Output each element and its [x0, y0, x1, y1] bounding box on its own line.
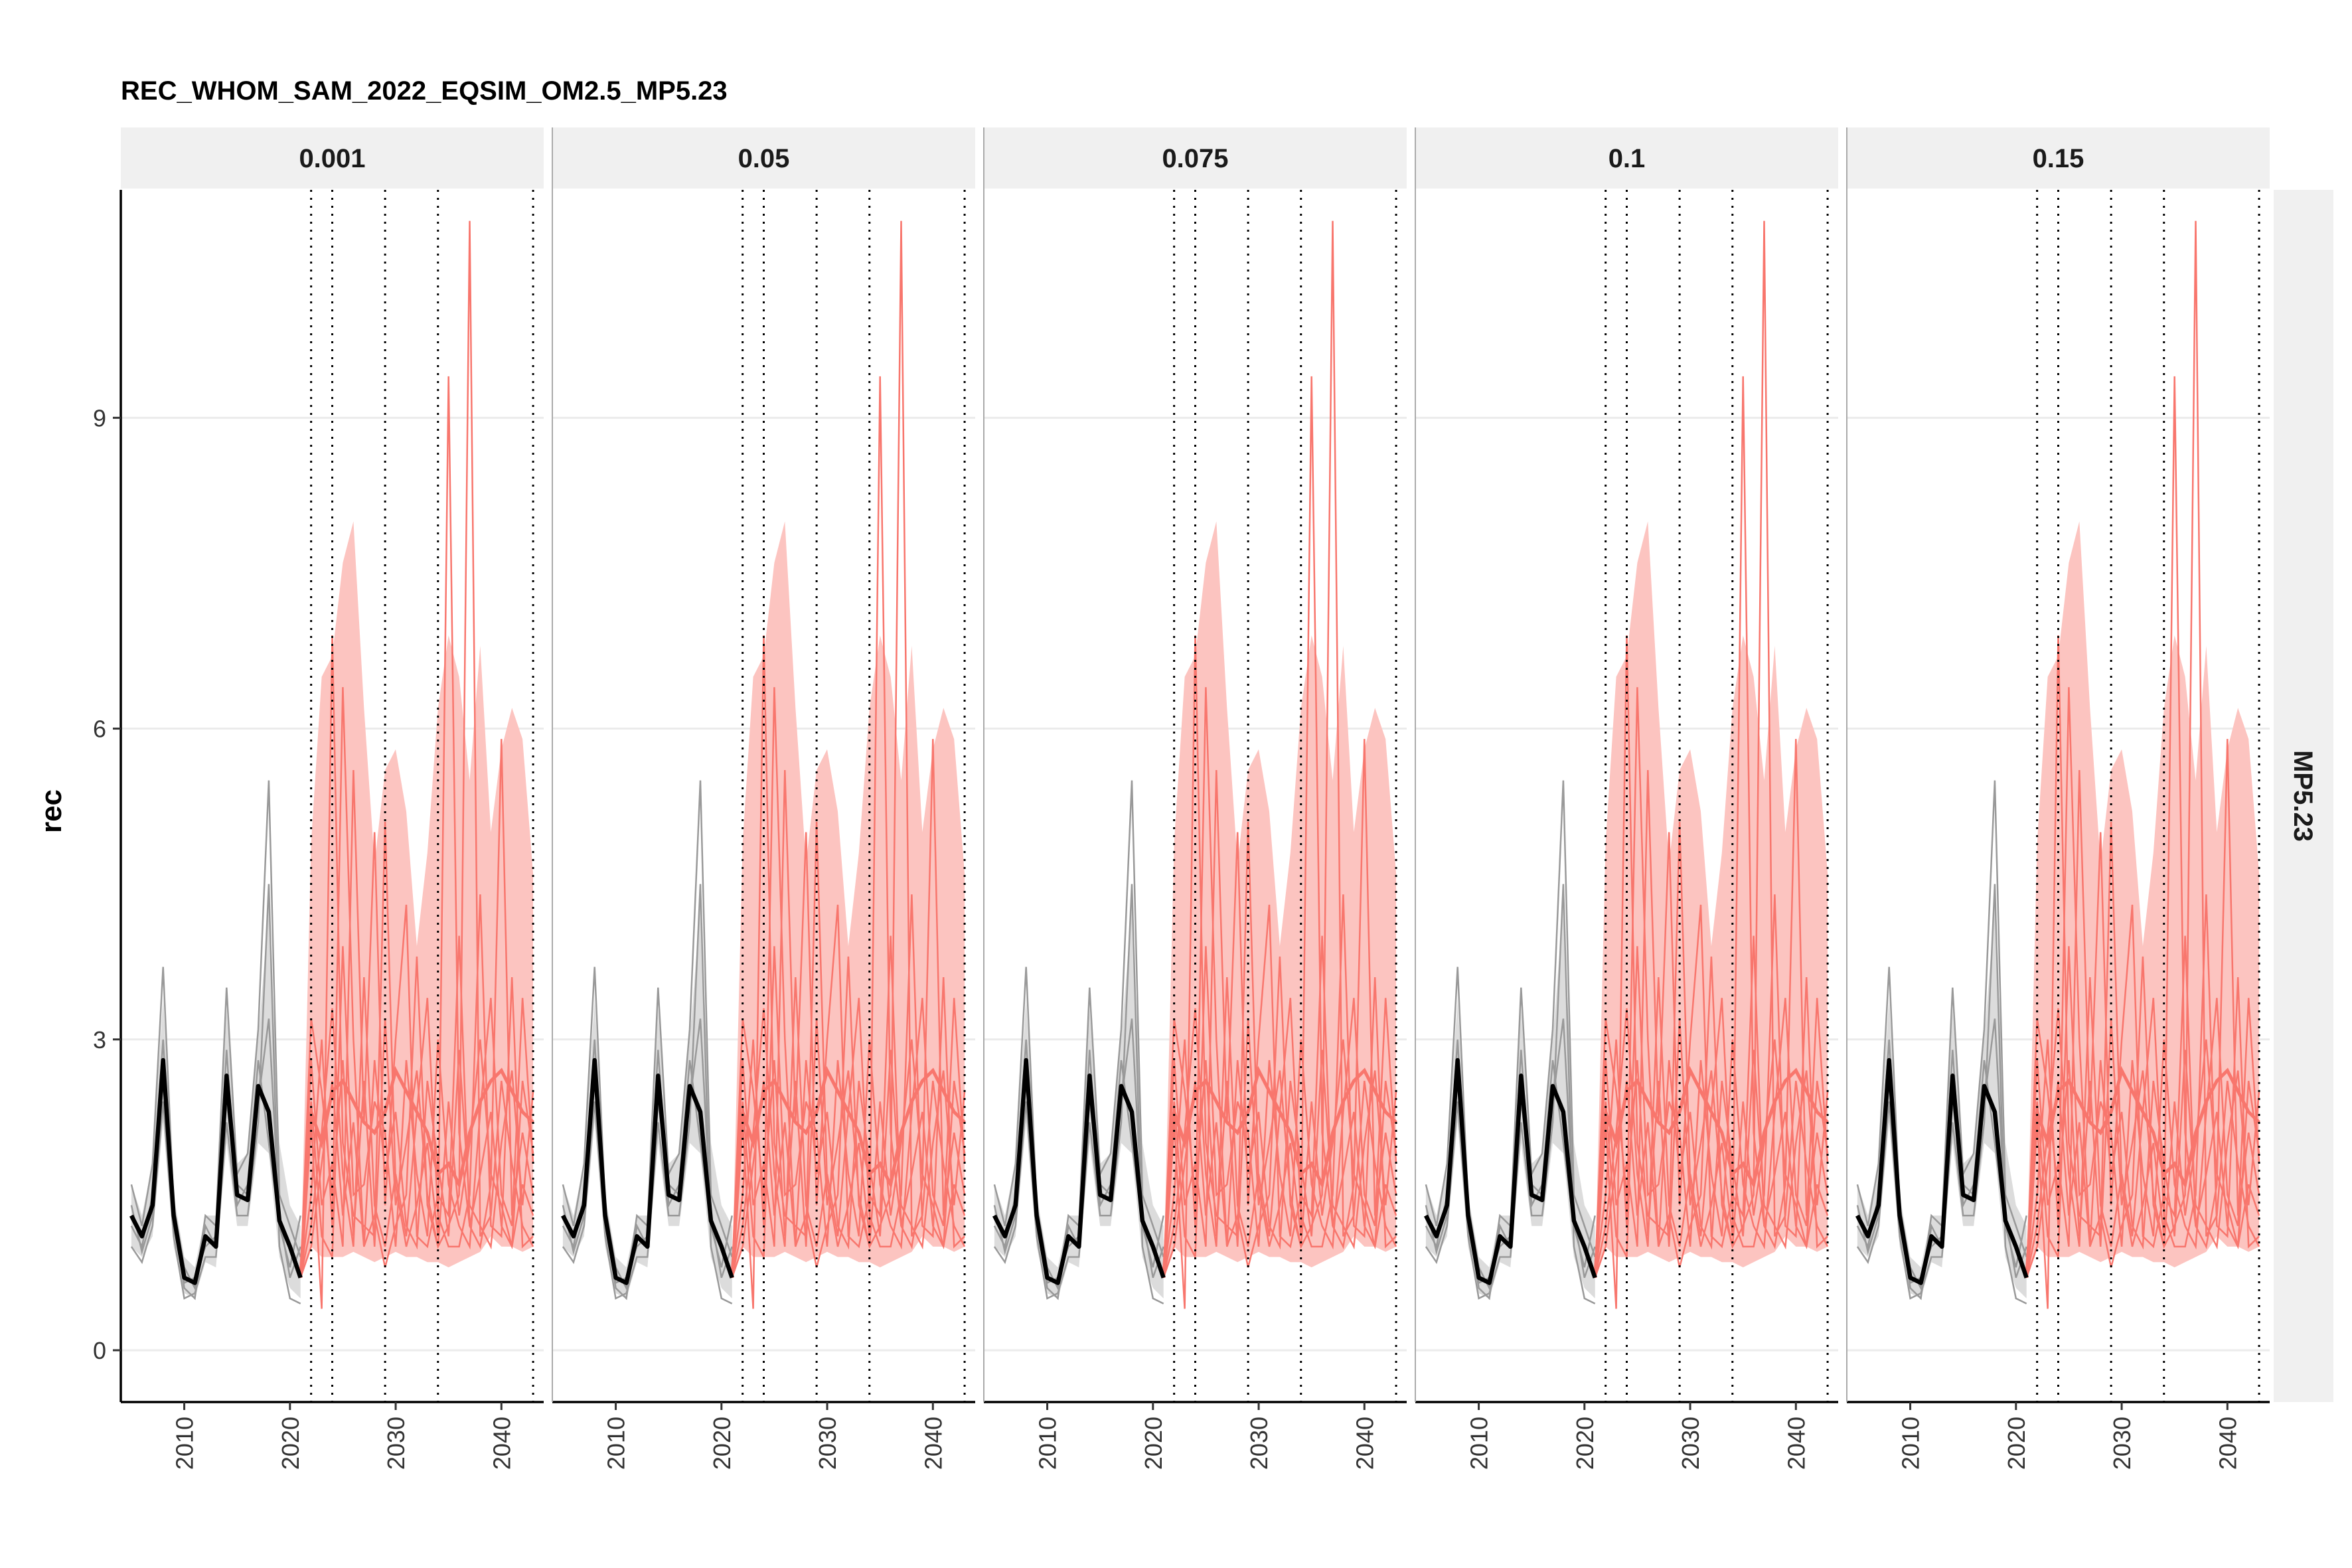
- facet-strip: [121, 127, 544, 189]
- projection-median-line: [2025, 1065, 2260, 1278]
- x-tick-label: 2030: [1677, 1417, 1704, 1470]
- projection-iteration-line: [731, 220, 966, 1278]
- x-tick-label: 2030: [814, 1417, 841, 1470]
- projection-iteration-line: [1162, 1050, 1397, 1279]
- facet-row-label: MP5.23: [2288, 750, 2317, 842]
- facet-panel: 0.05 2010 2020 2030 2040: [552, 127, 975, 1470]
- y-axis-title: rec: [35, 789, 68, 833]
- x-tick-label: 2010: [1897, 1417, 1924, 1470]
- x-tick-label: 2040: [488, 1417, 515, 1470]
- facet-strip-label: 0.001: [299, 144, 365, 173]
- projection-iteration-line: [2025, 220, 2260, 1278]
- projection-iteration-line: [731, 1050, 966, 1279]
- facet-panel: 0.001 2010 2020 2030 2040 0 3 6 9: [93, 127, 544, 1470]
- projection-iteration-line: [1594, 1018, 1829, 1278]
- projection-iteration-line: [2025, 376, 2260, 1309]
- facet-panel: 0.075 2010 2020 2030 2040: [983, 127, 1407, 1470]
- historic-median-line: [561, 1058, 734, 1285]
- x-tick-label: 2040: [1351, 1417, 1378, 1470]
- x-tick-label: 2020: [1140, 1417, 1167, 1470]
- projection-median-line: [299, 1065, 534, 1278]
- x-tick-label: 2040: [1782, 1417, 1810, 1470]
- facet-strip: [1415, 127, 1838, 189]
- facet-panel: 0.15 2010 2020 2030 2040: [1846, 127, 2270, 1470]
- projection-iteration-line: [731, 1018, 966, 1278]
- x-tick-label: 2030: [382, 1417, 410, 1470]
- facet-strip-label: 0.05: [738, 144, 790, 173]
- historic-iteration-line: [1856, 884, 2027, 1304]
- projection-iteration-line: [1162, 376, 1397, 1309]
- projection-iteration-line: [731, 946, 966, 1278]
- projection-iteration-line: [1594, 1050, 1829, 1279]
- projection-iteration-line: [2025, 1018, 2260, 1278]
- facet-strip-label: 0.075: [1162, 144, 1228, 173]
- facet-strip-label: 0.15: [2033, 144, 2084, 173]
- historic-median-line: [992, 1058, 1166, 1285]
- projection-iteration-line: [1594, 946, 1829, 1278]
- x-tick-label: 2020: [1571, 1417, 1599, 1470]
- projection-iteration-line: [299, 1050, 534, 1279]
- y-tick-label: 6: [93, 716, 106, 743]
- facet-row-strip-box: [2274, 190, 2333, 1402]
- chart-title: REC_WHOM_SAM_2022_EQSIM_OM2.5_MP5.23: [121, 76, 728, 106]
- historic-median-line: [1855, 1058, 2029, 1285]
- projection-iteration-line: [1162, 1018, 1397, 1278]
- facet-strip: [1847, 127, 2270, 189]
- projection-iteration-line: [2025, 1050, 2260, 1279]
- y-tick-label: 3: [93, 1026, 106, 1054]
- projection-iteration-line: [299, 946, 534, 1278]
- projection-median-line: [1593, 1065, 1829, 1278]
- projection-iteration-line: [1162, 946, 1397, 1278]
- projection-iteration-line: [1594, 220, 1829, 1278]
- historic-iteration-line: [562, 884, 733, 1304]
- projection-iteration-line: [1594, 376, 1829, 1309]
- facet-strip-label: 0.1: [1608, 144, 1646, 173]
- projection-median-line: [730, 1065, 966, 1278]
- x-tick-label: 2010: [171, 1417, 198, 1470]
- historic-iteration-line: [130, 884, 301, 1304]
- facet-panels: 0.001 2010 2020 2030 2040 0 3 6 9 0.05 2010 2020 203…: [93, 127, 2270, 1470]
- x-tick-label: 2020: [708, 1417, 736, 1470]
- facet-strip: [552, 127, 975, 189]
- projection-iteration-line: [299, 220, 534, 1278]
- projection-iteration-line: [299, 1018, 534, 1278]
- x-tick-label: 2010: [603, 1417, 630, 1470]
- x-tick-label: 2010: [1466, 1417, 1493, 1470]
- projection-iteration-line: [299, 376, 534, 1309]
- facet-panel: 0.1 2010 2020 2030 2040: [1415, 127, 1838, 1470]
- y-tick-label: 9: [93, 404, 106, 431]
- projection-iteration-line: [731, 376, 966, 1309]
- projection-iteration-line: [2025, 946, 2260, 1278]
- x-tick-label: 2020: [277, 1417, 304, 1470]
- historic-iteration-line: [993, 884, 1164, 1304]
- x-tick-label: 2020: [2003, 1417, 2030, 1470]
- x-tick-label: 2040: [919, 1417, 947, 1470]
- projection-median-line: [1162, 1065, 1397, 1278]
- historic-median-line: [129, 1058, 303, 1285]
- historic-iteration-line: [1425, 884, 1596, 1304]
- facet-strip: [984, 127, 1407, 189]
- x-tick-label: 2030: [1245, 1417, 1273, 1470]
- x-tick-label: 2010: [1034, 1417, 1061, 1470]
- y-tick-label: 0: [93, 1337, 106, 1364]
- facet-row-strip: MP5.23: [2274, 190, 2333, 1402]
- historic-median-line: [1424, 1058, 1597, 1285]
- projection-iteration-line: [1162, 220, 1397, 1278]
- x-tick-label: 2030: [2108, 1417, 2136, 1470]
- x-tick-label: 2040: [2214, 1417, 2241, 1470]
